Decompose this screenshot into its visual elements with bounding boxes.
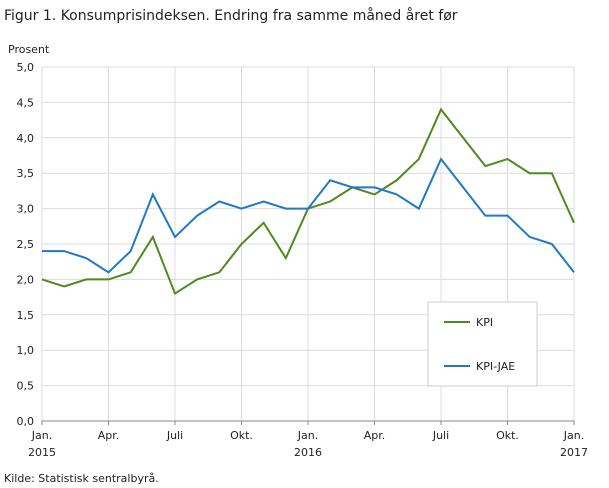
x-tick-label: Jan. 2016 (294, 429, 322, 459)
x-tick-label: Apr. (364, 429, 386, 442)
line-series (42, 157, 575, 274)
x-tick-label: Jan. 2015 (28, 429, 56, 459)
x-tick-label: Okt. (230, 429, 253, 442)
y-tick-label: 1,0 (17, 344, 35, 357)
y-tick-label: 1,5 (17, 309, 35, 322)
x-tick-label: Okt. (496, 429, 519, 442)
x-tick-label: Apr. (98, 429, 120, 442)
x-tick-label: Juli (432, 429, 449, 442)
x-tick-label: Juli (166, 429, 183, 442)
x-tick-label: Jan. 2017 (560, 429, 588, 459)
y-tick-label: 4,0 (17, 132, 35, 145)
y-tick-label: 4,5 (17, 96, 35, 109)
y-tick-label: 5,0 (17, 61, 35, 74)
legend-box (427, 301, 538, 387)
y-tick-label: 0,0 (17, 415, 35, 428)
y-tick-label: 2,0 (17, 273, 35, 286)
legend-label: KPI (476, 316, 493, 329)
source: Kilde: Statistisk sentralbyrå. (4, 472, 159, 485)
y-tick-label: 3,0 (17, 203, 35, 216)
chart-title: Figur 1. Konsumprisindeksen. Endring fra… (4, 7, 458, 24)
y-tick-label: 0,5 (17, 380, 35, 393)
legend-label: KPI-JAE (476, 360, 515, 373)
y-tick-label: 2,5 (17, 238, 35, 251)
y-tick-label: 3,5 (17, 167, 35, 180)
y-axis-label: Prosent (8, 43, 50, 56)
